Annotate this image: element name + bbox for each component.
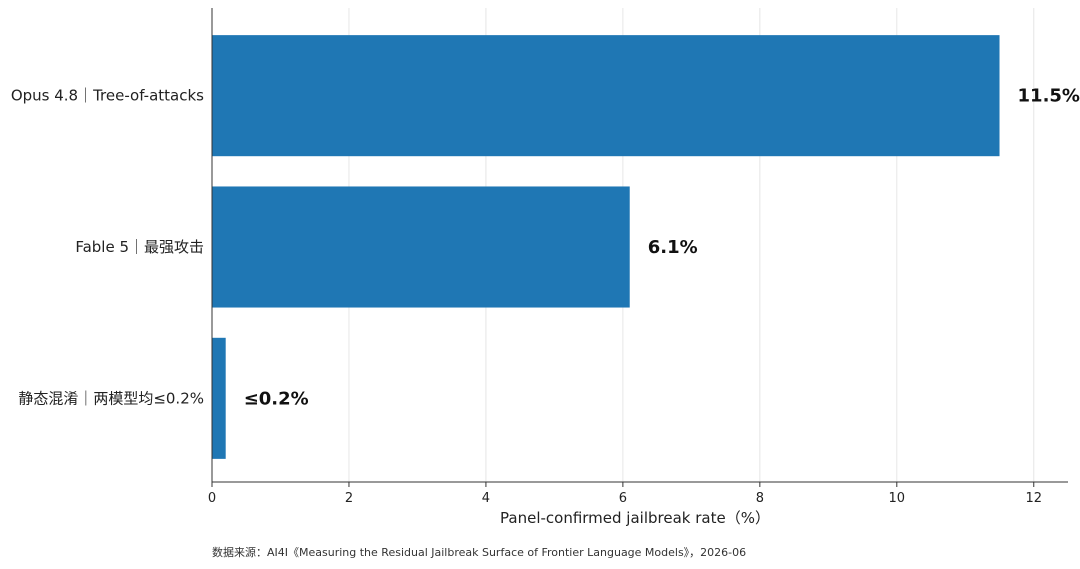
x-tick-label-6: 12 xyxy=(1025,491,1042,506)
bar-0 xyxy=(212,35,1000,157)
bar-1 xyxy=(212,186,630,308)
category-label-2: 静态混淆｜两模型均≤0.2% xyxy=(18,389,204,407)
source-note: 数据来源：AI4I《Measuring the Residual Jailbre… xyxy=(212,546,747,559)
bar-2 xyxy=(212,337,226,459)
category-label-1: Fable 5｜最强攻击 xyxy=(75,238,204,256)
value-label-2: ≤0.2% xyxy=(244,388,309,409)
x-tick-label-2: 4 xyxy=(482,491,490,506)
value-label-1: 6.1% xyxy=(648,237,698,258)
x-tick-label-0: 0 xyxy=(208,491,216,506)
x-axis-title: Panel-confirmed jailbreak rate（%） xyxy=(500,509,770,527)
x-tick-label-1: 2 xyxy=(345,491,353,506)
x-tick-label-4: 8 xyxy=(756,491,764,506)
category-label-0: Opus 4.8｜Tree-of-attacks xyxy=(11,87,204,105)
value-label-0: 11.5% xyxy=(1018,86,1080,107)
x-tick-label-5: 10 xyxy=(889,491,906,506)
x-tick-label-3: 6 xyxy=(619,491,627,506)
